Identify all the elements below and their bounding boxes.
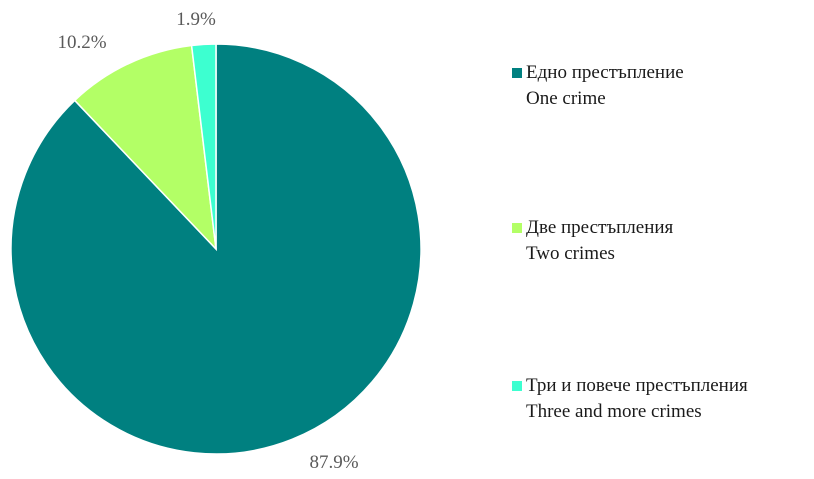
data-label-one-crime: 87.9% (309, 452, 358, 473)
legend-label-en: Two crimes (526, 243, 615, 264)
pie-slice-two-crimes (73, 44, 218, 252)
legend-swatch-one-crime (512, 68, 522, 78)
chart-legend: Едно престъпление One crime Две престъпл… (512, 0, 812, 479)
pie-slices (10, 43, 422, 455)
legend-label-en: Three and more crimes (526, 401, 702, 422)
data-label-three-plus-crimes: 1.9% (176, 9, 216, 30)
legend-label-en: One crime (526, 88, 606, 109)
legend-text-two-crimes: Две престъпления Two crimes (526, 215, 673, 267)
legend-swatch-three-plus-crimes (512, 381, 522, 391)
data-label-two-crimes: 10.2% (57, 32, 106, 53)
legend-label-bg: Три и повече престъпления (526, 375, 748, 396)
legend-label-bg: Две престъпления (526, 217, 674, 238)
legend-text-three-plus-crimes: Три и повече престъпления Three and more… (526, 373, 748, 425)
legend-label-bg: Едно престъпление (526, 62, 684, 83)
pie-slice-three-plus-crimes (190, 43, 217, 250)
legend-swatch-two-crimes (512, 223, 522, 233)
legend-text-one-crime: Едно престъпление One crime (526, 60, 684, 112)
pie-data-labels: 87.9% 10.2% 1.9% (57, 9, 358, 473)
